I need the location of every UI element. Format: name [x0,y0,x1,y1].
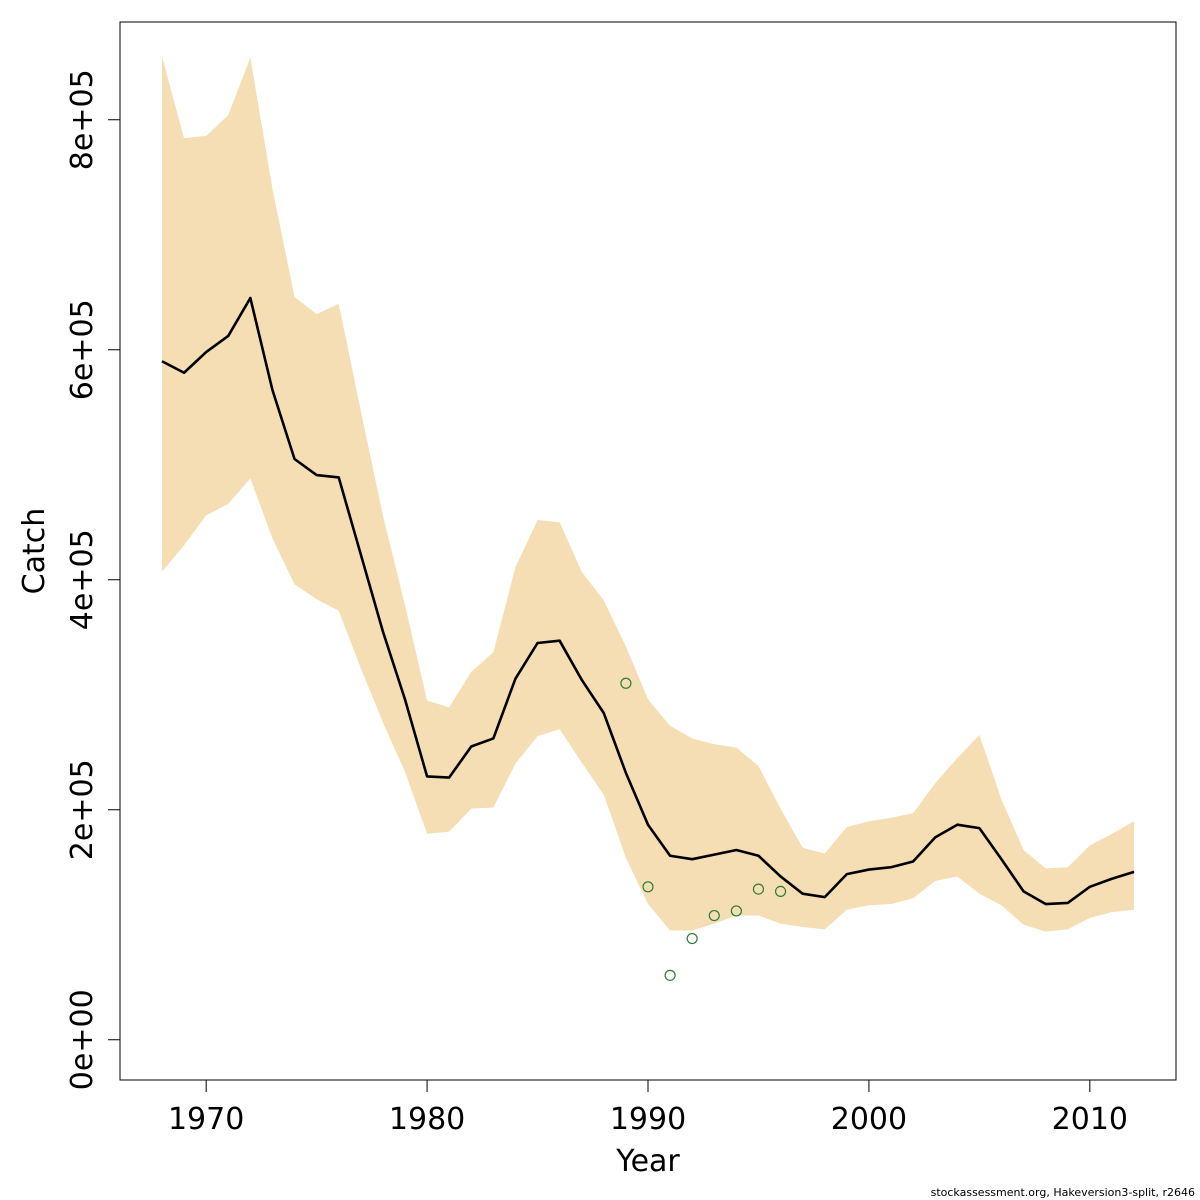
x-axis: 1970 1980 1990 2000 2010 [168,1080,1128,1137]
observed-point [664,969,676,981]
y-tick-label: 4e+05 [65,529,100,630]
y-axis: 0e+00 2e+05 4e+05 6e+05 8e+05 [65,69,120,1090]
observed-point [730,905,742,917]
plot-frame [119,21,1177,1081]
x-axis-title: Year [615,1144,680,1179]
y-tick-label: 0e+00 [65,989,100,1090]
x-tick-label: 1990 [610,1102,686,1137]
x-tick-label: 1970 [168,1102,244,1137]
x-tick-label: 2010 [1052,1102,1128,1137]
y-tick-label: 8e+05 [65,69,100,170]
estimate-line [161,296,1135,906]
observed-point [642,881,654,893]
y-tick-label: 2e+05 [65,759,100,860]
observed-point [774,885,787,898]
observed-point [620,677,632,689]
confidence-band [161,56,1135,932]
plot-area [161,56,1135,981]
observed-point [686,932,698,945]
y-tick-label: 6e+05 [65,299,100,400]
credit-text: stockassessment.org, Hakeversion3-split,… [931,1186,1195,1199]
x-tick-label: 1980 [389,1102,465,1137]
x-tick-label: 2000 [831,1102,907,1137]
observed-point [752,883,765,895]
observed-point [708,909,720,922]
y-axis-title: Catch [17,508,52,595]
